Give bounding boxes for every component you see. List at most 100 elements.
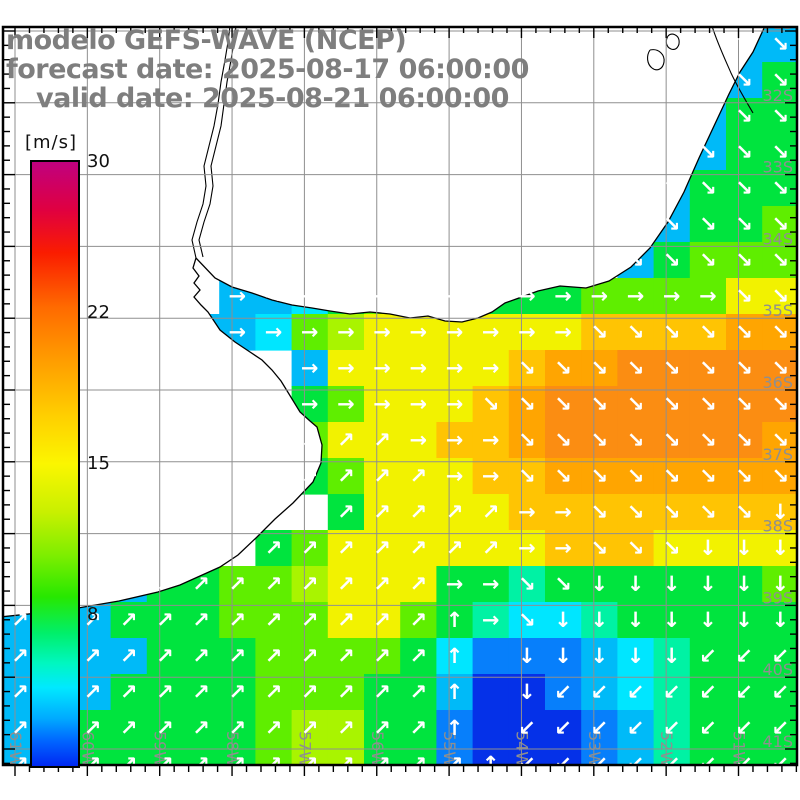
direction-arrow: ↗ — [409, 752, 427, 776]
direction-arrow: ↗ — [337, 752, 355, 776]
wave-cell — [653, 566, 691, 603]
wave-cell — [508, 314, 546, 351]
direction-arrow: ↙ — [699, 644, 717, 668]
lat-label: 35S — [762, 301, 793, 320]
direction-arrow: ↗ — [156, 644, 174, 668]
direction-arrow: ↓ — [735, 572, 753, 596]
wave-cell — [364, 566, 401, 603]
wave-cell — [689, 422, 727, 459]
wave-cell — [653, 746, 691, 765]
wave-cell — [327, 674, 365, 711]
map-frame — [1, 25, 799, 767]
wave-cell — [653, 494, 691, 531]
wave-cell — [653, 710, 691, 747]
direction-arrow: ↑ — [446, 608, 464, 632]
wave-cell — [183, 674, 220, 711]
direction-arrow: → — [554, 284, 572, 308]
graticule — [3, 27, 797, 765]
wave-cell — [762, 746, 797, 765]
lat-label: 31S — [762, 14, 793, 33]
wave-cell — [653, 602, 691, 639]
wave-cell — [436, 566, 474, 603]
wave-cell — [364, 350, 401, 387]
wave-cell — [364, 638, 401, 675]
direction-arrow: → — [192, 320, 210, 344]
direction-arrow: ↓ — [590, 608, 608, 632]
direction-arrow: ↘ — [554, 392, 572, 416]
wave-cell — [508, 386, 546, 423]
direction-arrow: ↘ — [735, 500, 753, 524]
direction-arrow: ↙ — [699, 680, 717, 704]
direction-arrow: ↘ — [699, 392, 717, 416]
wave-field-mosaic — [3, 27, 797, 765]
direction-arrow: ↗ — [337, 680, 355, 704]
direction-arrow: ↙ — [663, 752, 681, 776]
direction-arrow: ↘ — [735, 104, 753, 128]
wave-cell — [436, 602, 474, 639]
direction-arrow: ↗ — [337, 716, 355, 740]
wave-cell — [508, 422, 546, 459]
wave-cell — [436, 350, 474, 387]
wave-cell — [508, 674, 546, 711]
direction-arrow: → — [337, 320, 355, 344]
wave-cell — [545, 458, 582, 495]
wave-cell — [762, 350, 797, 387]
direction-arrow: ↗ — [337, 536, 355, 560]
wave-cell — [545, 674, 582, 711]
direction-arrow: ↘ — [771, 32, 789, 56]
lat-label: 32S — [762, 86, 793, 105]
wave-cell — [219, 674, 256, 711]
wave-cell — [400, 530, 437, 567]
direction-arrow: ↘ — [627, 536, 645, 560]
wave-cell — [689, 638, 727, 675]
wave-cell — [545, 746, 582, 765]
direction-arrow: ↘ — [771, 428, 789, 452]
direction-arrow: → — [518, 536, 536, 560]
direction-arrow: ↗ — [228, 716, 246, 740]
wave-cell — [617, 566, 655, 603]
direction-arrow: ↗ — [11, 716, 29, 740]
direction-arrow: → — [482, 320, 500, 344]
direction-arrow: → — [337, 356, 355, 380]
direction-arrow: ↘ — [663, 392, 681, 416]
direction-arrow: → — [301, 392, 319, 416]
wave-cell — [545, 350, 582, 387]
direction-arrow: ↘ — [699, 464, 717, 488]
wave-cell — [436, 530, 474, 567]
direction-arrow: ↗ — [409, 572, 427, 596]
direction-arrow: ↗ — [409, 716, 427, 740]
wave-cell — [726, 422, 763, 459]
wave-cell — [545, 530, 582, 567]
wave-cell — [545, 710, 582, 747]
wave-cell — [436, 386, 474, 423]
wave-cell — [219, 638, 256, 675]
wave-cell — [762, 206, 797, 243]
wave-cell — [726, 170, 763, 207]
wave-cell — [653, 530, 691, 567]
wave-cell — [400, 746, 437, 765]
wave-cell — [436, 458, 474, 495]
wave-cell — [581, 350, 618, 387]
direction-arrow: ↗ — [482, 536, 500, 560]
direction-arrow: → — [554, 320, 572, 344]
direction-arrow: ↗ — [11, 608, 29, 632]
wave-cell — [255, 566, 293, 603]
wave-cell — [472, 566, 510, 603]
direction-arrow: ↗ — [373, 572, 391, 596]
lat-label: 37S — [762, 445, 793, 464]
wave-cell — [146, 638, 184, 675]
direction-arrow: ↙ — [518, 716, 536, 740]
wave-cell — [400, 314, 437, 351]
wave-cell — [726, 602, 763, 639]
direction-arrow: ↘ — [699, 104, 717, 128]
direction-arrow: ↓ — [735, 536, 753, 560]
wave-cell — [327, 350, 365, 387]
wave-cell — [726, 674, 763, 711]
wave-cell — [762, 134, 797, 171]
direction-arrow: ↗ — [228, 680, 246, 704]
wave-cell — [146, 746, 184, 765]
direction-arrow: ↘ — [518, 464, 536, 488]
direction-arrow: ↗ — [373, 536, 391, 560]
wave-cell — [400, 386, 437, 423]
direction-arrow: → — [482, 572, 500, 596]
